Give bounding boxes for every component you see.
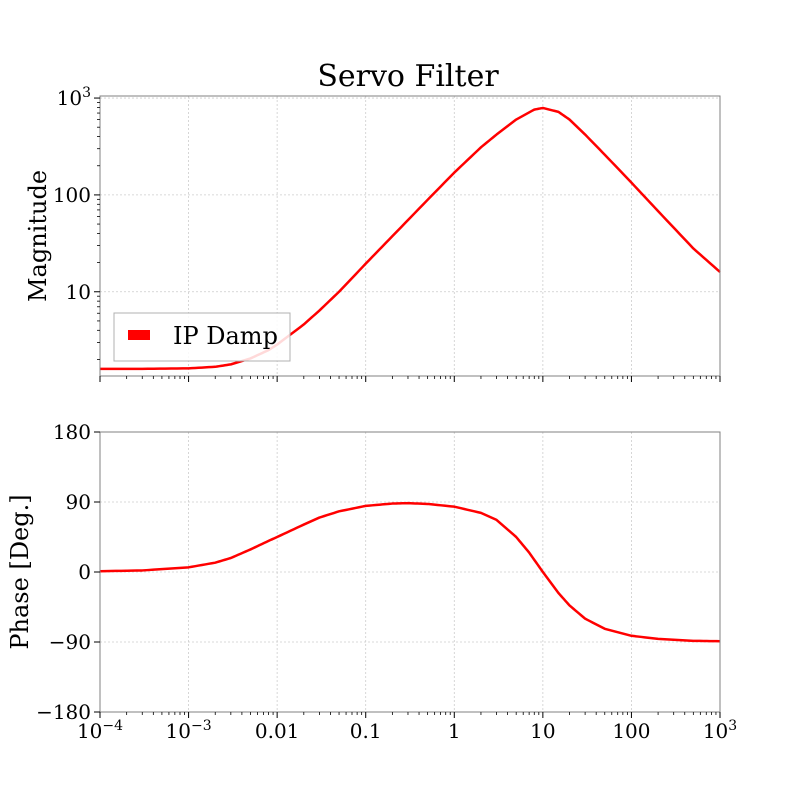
magnitude-axes-frame [99,95,721,377]
magnitude-y-tick-label: 103 [57,85,91,110]
phase-y-tick-label: 180 [53,420,91,444]
phase-series [99,501,721,643]
phase-y-tick-label: −90 [49,630,91,654]
magnitude-y-tick-label: 10 [66,280,91,304]
magnitude-y-tick-label: 100 [53,183,91,207]
magnitude-axis-label: Magnitude [24,170,52,302]
chart-title: Servo Filter [317,59,499,94]
phase-y-tick-label: 0 [78,560,91,584]
phase-y-tick-label: −180 [36,700,91,724]
phase-x-tick-label: 0.01 [255,719,300,743]
phase-axis-label: Phase [Deg.] [6,494,34,649]
legend-label-ip-damp: IP Damp [173,322,278,350]
phase-grid [99,432,721,712]
legend-swatch [128,330,150,340]
phase-x-tick-label: 1 [448,719,461,743]
phase-x-tick-label: 0.1 [350,719,382,743]
phase-x-tick-label: 10 [530,719,555,743]
phase-x-tick-label: 103 [703,718,737,743]
magnitude-ticks: 10 100 103 [53,85,721,382]
legend: IP Damp [113,312,291,362]
phase-line-ip-damp [99,501,721,643]
phase-y-tick-label: 90 [66,490,91,514]
phase-x-tick-label: 100 [612,719,650,743]
phase-x-tick-label: 10−3 [166,718,212,743]
legend-box [113,312,291,362]
